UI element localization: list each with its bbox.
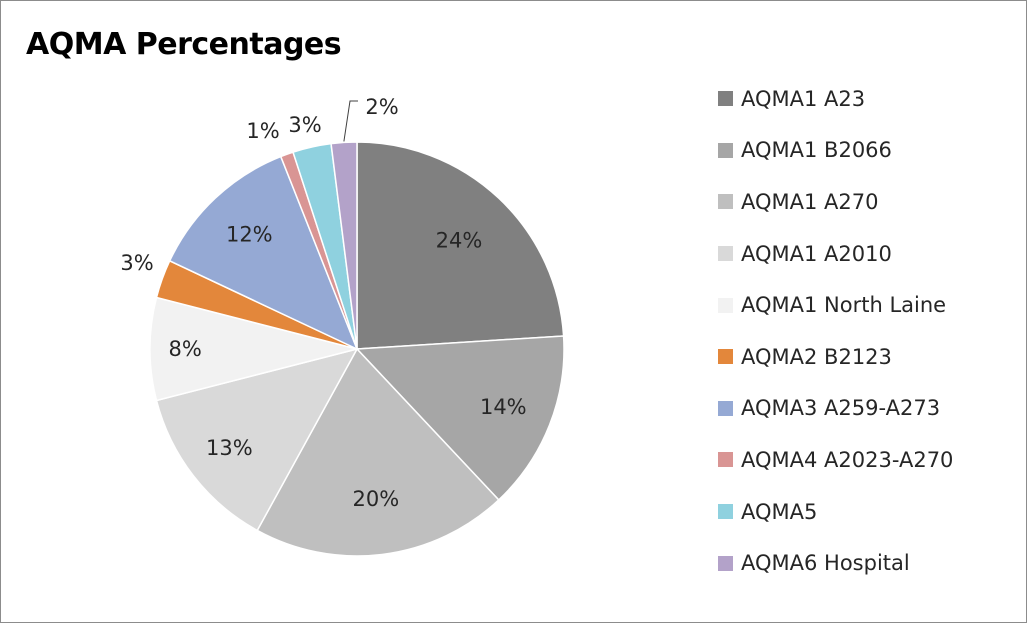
data-label-aqma2-b2123: 3% (120, 251, 153, 275)
legend-label: AQMA3 A259-A273 (741, 396, 941, 421)
pie-slice-aqma1-a2010 (155, 347, 359, 532)
legend-item-aqma1-b2066: AQMA1 B2066 (718, 125, 953, 177)
legend-label: AQMA1 North Laine (741, 293, 947, 318)
legend-item-aqma1-north-laine: AQMA1 North Laine (718, 279, 953, 331)
legend-swatch (718, 555, 733, 571)
legend-item-aqma3-a259-a273: AQMA3 A259-A273 (718, 383, 953, 435)
data-label-aqma1-a23: 24% (436, 228, 483, 252)
legend-label: AQMA1 A23 (741, 86, 866, 111)
leader-line-aqma6-hospital (343, 100, 358, 142)
pie-slice-aqma3-a259-a273 (168, 155, 359, 351)
legend-swatch (718, 194, 733, 210)
data-label-aqma1-b2066: 14% (480, 395, 527, 419)
legend: AQMA1 A23 AQMA1 B2066 AQMA1 A270 AQMA1 A201… (718, 73, 953, 589)
data-label-aqma3-a259-a273: 12% (226, 222, 273, 246)
legend-swatch (718, 400, 733, 416)
legend-label: AQMA1 A270 (741, 189, 879, 214)
legend-label: AQMA1 A2010 (741, 241, 892, 266)
legend-swatch (718, 452, 733, 468)
legend-label: AQMA6 Hospital (741, 551, 910, 576)
legend-item-aqma2-b2123: AQMA2 B2123 (718, 331, 953, 383)
legend-swatch (718, 142, 733, 158)
pie-slice-aqma1-a23 (356, 141, 565, 350)
pie-slice-aqma1-north-laine (149, 296, 358, 402)
data-label-aqma1-a2010: 13% (206, 436, 253, 460)
pie-slice-aqma6-hospital (330, 141, 358, 350)
legend-label: AQMA4 A2023-A270 (741, 447, 954, 472)
legend-label: AQMA2 B2123 (741, 344, 892, 369)
data-label-aqma1-north-laine: 8% (169, 337, 202, 361)
legend-item-aqma6-hospital: AQMA6 Hospital (718, 537, 953, 589)
legend-item-aqma5: AQMA5 (718, 486, 953, 538)
legend-swatch (718, 246, 733, 262)
legend-label: AQMA1 B2066 (741, 138, 892, 163)
legend-item-aqma1-a2010: AQMA1 A2010 (718, 228, 953, 280)
data-label-aqma6-hospital: 2% (365, 95, 398, 119)
legend-item-aqma1-a23: AQMA1 A23 (718, 73, 953, 125)
chart-title: AQMA Percentages (26, 27, 342, 62)
legend-swatch (718, 349, 733, 365)
legend-item-aqma4-a2023-a270: AQMA4 A2023-A270 (718, 434, 953, 486)
data-label-aqma1-a270: 20% (353, 487, 400, 511)
legend-item-aqma1-a270: AQMA1 A270 (718, 176, 953, 228)
pie-slice-aqma1-a270 (256, 347, 500, 557)
pie-slice-aqma1-b2066 (355, 335, 565, 501)
legend-swatch (718, 297, 733, 313)
legend-swatch (718, 504, 733, 520)
data-label-aqma4-a2023-a270: 1% (246, 119, 279, 143)
legend-swatch (718, 91, 733, 107)
legend-label: AQMA5 (741, 499, 818, 524)
data-label-aqma5: 3% (288, 113, 321, 137)
